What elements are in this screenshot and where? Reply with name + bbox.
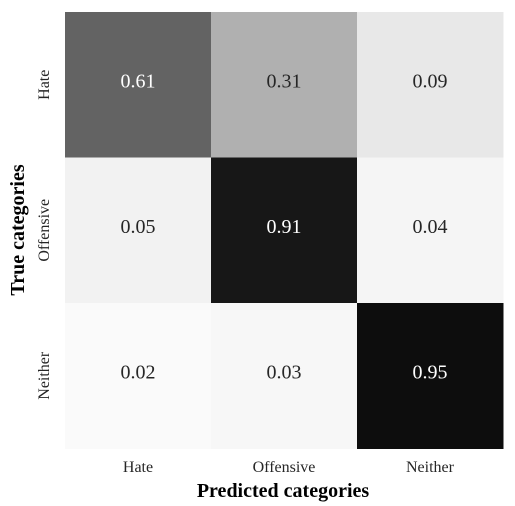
heatmap-cell-2-1 <box>211 303 358 449</box>
heatmap-cell-value-0-2: 0.09 <box>413 70 448 92</box>
y-axis-label: True categories <box>7 164 29 295</box>
x-axis-label: Predicted categories <box>197 480 370 502</box>
x-tick-label-1: Offensive <box>253 459 316 476</box>
heatmap-cell-0-0 <box>65 12 212 158</box>
x-tick-labels: Hate Offensive Neither <box>123 459 455 476</box>
y-tick-label-0: Hate <box>36 70 53 100</box>
y-tick-label-1: Offensive <box>36 199 53 262</box>
heatmap-cell-2-0 <box>65 303 212 449</box>
heatmap-cell-value-1-1: 0.91 <box>267 216 302 238</box>
heatmap-cell-value-1-0: 0.05 <box>121 216 156 238</box>
y-tick-labels: Hate Offensive Neither <box>36 70 53 400</box>
heatmap-cell-1-1 <box>211 157 358 304</box>
heatmap-cell-value-1-2: 0.04 <box>413 216 448 238</box>
heatmap-cell-value-0-1: 0.31 <box>267 70 302 92</box>
heatmap-cell-1-0 <box>65 157 212 304</box>
heatmap-cell-1-2 <box>357 157 504 304</box>
heatmap-cell-value-2-1: 0.03 <box>267 361 302 383</box>
heatmap-cell-0-1 <box>211 12 358 158</box>
heatmap-cell-2-2 <box>357 303 504 449</box>
heatmap-cell-0-2 <box>357 12 504 158</box>
x-tick-label-0: Hate <box>123 459 153 476</box>
x-tick-label-2: Neither <box>406 459 455 476</box>
heatmap-cell-value-2-0: 0.02 <box>121 361 156 383</box>
heatmap-cells: 0.61 0.31 0.09 0.05 0.91 0.04 0.02 0.03 0.95 <box>65 12 504 449</box>
heatmap-cell-value-2-2: 0.95 <box>413 361 448 383</box>
heatmap-cell-value-0-0: 0.61 <box>121 70 156 92</box>
y-tick-label-2: Neither <box>36 351 53 400</box>
